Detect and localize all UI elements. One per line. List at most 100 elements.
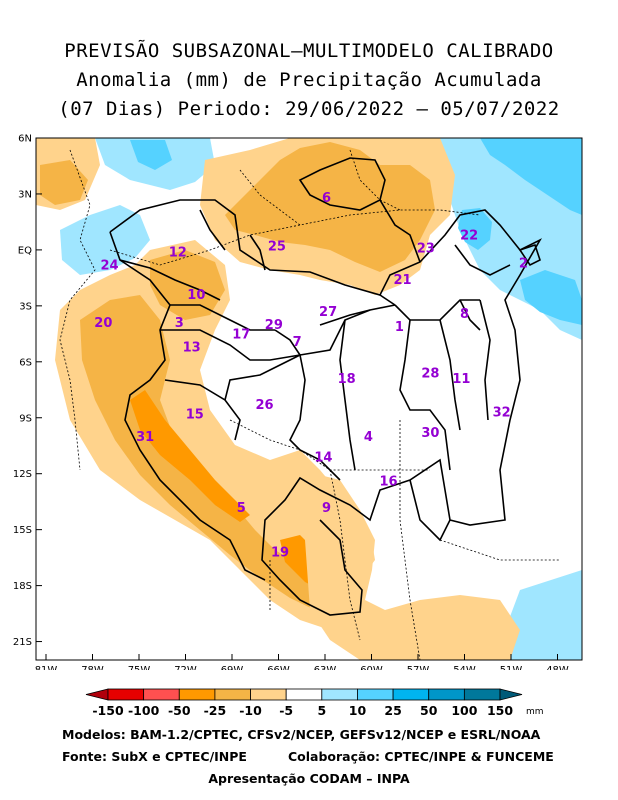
colorbar-cell xyxy=(357,688,394,701)
region-label-3: 3 xyxy=(175,316,184,331)
lon-tick-label: 57W xyxy=(407,665,430,670)
lon-tick-label: 54W xyxy=(453,665,476,670)
lon-tick-label: 63W xyxy=(314,665,337,670)
region-label-17: 17 xyxy=(232,327,250,342)
region-label-23: 23 xyxy=(417,242,435,257)
region-label-8: 8 xyxy=(460,307,469,322)
region-label-5: 5 xyxy=(237,501,246,516)
lat-tick-label: 12S xyxy=(13,469,32,480)
lon-tick-label: 48W xyxy=(546,665,569,670)
region-label-19: 19 xyxy=(271,546,289,561)
region-label-15: 15 xyxy=(186,408,204,423)
credits-source: Fonte: SubX e CPTEC/INPE xyxy=(62,749,247,764)
region-label-25: 25 xyxy=(268,240,286,255)
lat-tick-label: 21S xyxy=(13,637,32,648)
region-label-26: 26 xyxy=(256,398,274,413)
colorbar-label: 50 xyxy=(420,703,438,718)
positive-anomaly-north-core xyxy=(130,140,172,170)
region-label-32: 32 xyxy=(493,406,511,421)
credits-presentation: Apresentação CODAM – INPA xyxy=(208,771,410,786)
region-label-1: 1 xyxy=(395,320,404,335)
positive-anomaly-northeast-core xyxy=(480,138,582,215)
region-label-21: 21 xyxy=(393,273,411,288)
map-frame xyxy=(35,137,583,661)
colorbar-label: -100 xyxy=(128,703,160,718)
positive-anomaly-amapa xyxy=(458,208,492,250)
lat-tick-label: 6N xyxy=(18,134,32,145)
lon-tick-label: 69W xyxy=(221,665,244,670)
colorbar-label: 150 xyxy=(487,703,513,718)
region-label-27: 27 xyxy=(319,305,337,320)
basin-boundaries xyxy=(109,157,543,616)
region-label-7: 7 xyxy=(293,335,302,350)
colorbar-cell xyxy=(463,688,501,701)
lon-tick-label: 72W xyxy=(174,665,197,670)
title-line-2: Anomalia (mm) de Precipitação Acumulada xyxy=(76,69,542,91)
colorbar-label: -10 xyxy=(239,703,262,718)
region-label-13: 13 xyxy=(183,340,201,355)
colorbar-cell xyxy=(85,688,109,701)
region-label-4: 4 xyxy=(364,430,373,445)
colorbar-labels: -150 -100 -50 -25 -10 -5 5 10 25 50 100 150 xyxy=(92,703,513,718)
colorbar-label: 5 xyxy=(317,703,326,718)
political-borders xyxy=(59,149,560,660)
colorbar-unit: mm xyxy=(526,707,544,717)
colorbar-label: 100 xyxy=(451,703,477,718)
colorbar-cell xyxy=(392,688,430,701)
colorbar-cells xyxy=(85,688,523,701)
region-label-24: 24 xyxy=(101,258,119,273)
negative-anomaly-northwest-core xyxy=(40,160,88,205)
lat-tick-label: 15S xyxy=(13,525,32,536)
region-label-28: 28 xyxy=(421,366,439,381)
colorbar-cell xyxy=(178,688,216,701)
positive-anomaly-southeast xyxy=(500,570,582,660)
region-label-12: 12 xyxy=(169,245,187,260)
region-label-6: 6 xyxy=(322,191,331,206)
lat-tick-label: 6S xyxy=(19,357,32,368)
lon-tick-label: 81W xyxy=(35,665,58,670)
credits-models: Modelos: BAM-1.2/CPTEC, CFSv2/NCEP, GEFS… xyxy=(62,727,541,742)
lat-tick-label: 9S xyxy=(19,413,32,424)
anomaly-field xyxy=(36,138,582,660)
colorbar-cell xyxy=(250,688,287,701)
negative-anomaly-southwest-core xyxy=(130,390,250,522)
lon-tick-label: 66W xyxy=(267,665,290,670)
region-label-2: 2 xyxy=(519,256,528,271)
negative-anomaly-west-core xyxy=(80,295,335,610)
region-labels: 1234567891011121314151617181920212223242… xyxy=(94,191,528,560)
region-label-14: 14 xyxy=(314,450,332,465)
lat-tick-label: EQ xyxy=(18,245,32,256)
colorbar-cell xyxy=(214,688,251,701)
colorbar-label: -50 xyxy=(168,703,191,718)
region-label-29: 29 xyxy=(265,318,283,333)
lat-tick-label: 18S xyxy=(13,581,32,592)
precipitation-anomaly-map: 6N 3N EQ 3S 6S 9S 12S 15S 18S 21S 81W 78W 75W 72W 69W… xyxy=(13,134,583,670)
positive-anomaly-east-core xyxy=(520,270,582,325)
title-line-1: PREVISÃO SUBSAZONAL–MULTIMODELO CALIBRAD… xyxy=(64,40,554,62)
colorbar: -150 -100 -50 -25 -10 -5 5 10 25 50 100 150 mm xyxy=(85,688,544,718)
lat-tick-label: 3N xyxy=(18,189,32,200)
region-label-16: 16 xyxy=(380,475,398,490)
lon-tick-label: 60W xyxy=(360,665,383,670)
positive-anomaly-northwest xyxy=(60,205,150,275)
region-label-10: 10 xyxy=(187,288,205,303)
colorbar-cell xyxy=(107,688,145,701)
region-label-11: 11 xyxy=(452,372,470,387)
colorbar-cell xyxy=(285,688,323,701)
colorbar-label: -5 xyxy=(279,703,293,718)
colorbar-cell xyxy=(321,688,358,701)
region-label-22: 22 xyxy=(460,228,478,243)
credits-collaboration: Colaboração: CPTEC/INPE & FUNCEME xyxy=(288,749,554,764)
title-line-3: (07 Dias) Periodo: 29/06/2022 – 05/07/20… xyxy=(58,98,560,120)
lon-tick-label: 78W xyxy=(81,665,104,670)
region-label-31: 31 xyxy=(136,430,154,445)
region-label-9: 9 xyxy=(322,501,331,516)
colorbar-label: 10 xyxy=(349,703,367,718)
lon-tick-label: 51W xyxy=(500,665,523,670)
colorbar-cell xyxy=(428,688,465,701)
colorbar-cell xyxy=(143,688,180,701)
lat-tick-label: 3S xyxy=(19,301,32,312)
region-label-20: 20 xyxy=(94,316,112,331)
latitude-axis: 6N 3N EQ 3S 6S 9S 12S 15S 18S 21S xyxy=(13,134,42,648)
lon-tick-label: 75W xyxy=(128,665,151,670)
